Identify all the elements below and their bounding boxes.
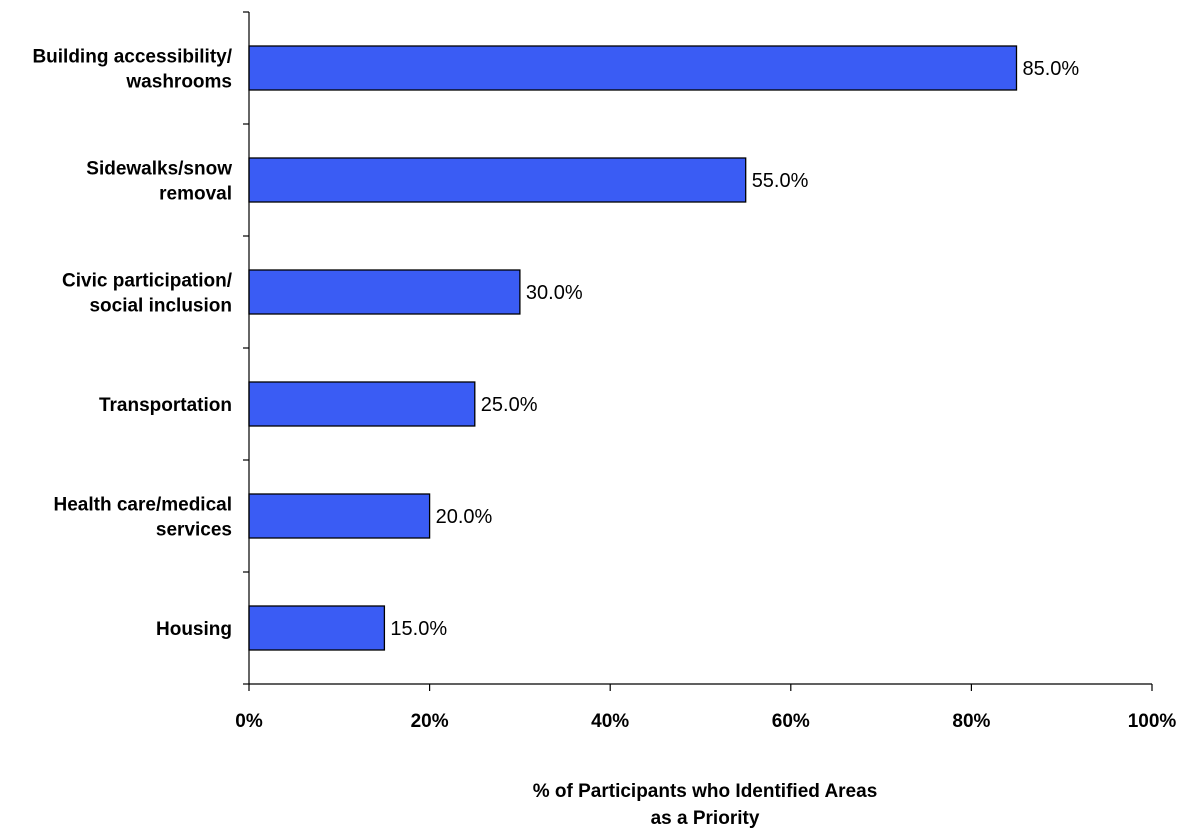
category-label: removal <box>159 184 232 205</box>
data-label: 20.0% <box>436 506 493 528</box>
category-label: services <box>156 520 232 541</box>
bar <box>248 269 521 315</box>
x-tick-label: 80% <box>952 711 990 732</box>
data-label: 85.0% <box>1023 58 1080 80</box>
axes <box>243 11 1153 691</box>
data-label: 30.0% <box>526 282 583 304</box>
x-tick-label: 100% <box>1128 711 1177 732</box>
x-tick-label: 0% <box>235 711 263 732</box>
category-label: Housing <box>156 619 232 640</box>
x-tick-labels: 0% 20% 40% 60% 80% 100% <box>235 711 1176 732</box>
x-axis-title-line: as a Priority <box>651 808 760 828</box>
x-tick-label: 40% <box>591 711 629 732</box>
bar <box>248 45 1018 91</box>
category-label: Civic participation/ <box>62 271 233 292</box>
data-label: 15.0% <box>390 618 447 640</box>
x-tick-label: 60% <box>772 711 810 732</box>
category-label: Building accessibility/ <box>32 47 232 68</box>
bar <box>248 381 476 427</box>
category-label: social inclusion <box>89 296 232 317</box>
x-tick-label: 20% <box>411 711 449 732</box>
category-label: washrooms <box>125 72 232 93</box>
category-label: Transportation <box>99 395 232 416</box>
x-axis-title-line: % of Participants who Identified Areas <box>533 781 878 802</box>
bar <box>248 493 431 539</box>
data-label: 25.0% <box>481 394 538 416</box>
category-label: Health care/medical <box>54 495 232 516</box>
data-labels: 85.0% 55.0% 30.0% 25.0% 20.0% 15.0% <box>390 58 1079 640</box>
bar <box>248 605 386 651</box>
category-label: Sidewalks/snow <box>86 159 232 180</box>
x-axis-title: % of Participants who Identified Areas as… <box>533 781 878 828</box>
category-labels: Building accessibility/washrooms Sidewalk… <box>32 47 232 641</box>
bar <box>248 157 747 203</box>
data-label: 55.0% <box>752 170 809 192</box>
plot-area <box>248 45 1018 651</box>
